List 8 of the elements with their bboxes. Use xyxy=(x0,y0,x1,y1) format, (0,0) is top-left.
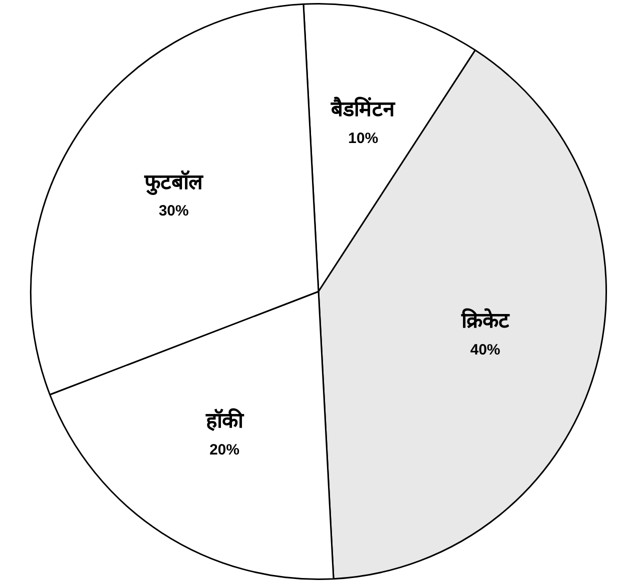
data-label: 30% xyxy=(158,202,189,220)
data-label: 20% xyxy=(209,441,240,458)
slice-label: फुटबॉल xyxy=(144,170,204,196)
slice-label: बैडमिंटन xyxy=(330,96,396,122)
slice-label: हॉकी xyxy=(204,408,245,433)
data-label: 10% xyxy=(348,130,378,147)
data-label: 40% xyxy=(470,341,500,358)
slice-label: क्रिकेट xyxy=(460,308,510,333)
